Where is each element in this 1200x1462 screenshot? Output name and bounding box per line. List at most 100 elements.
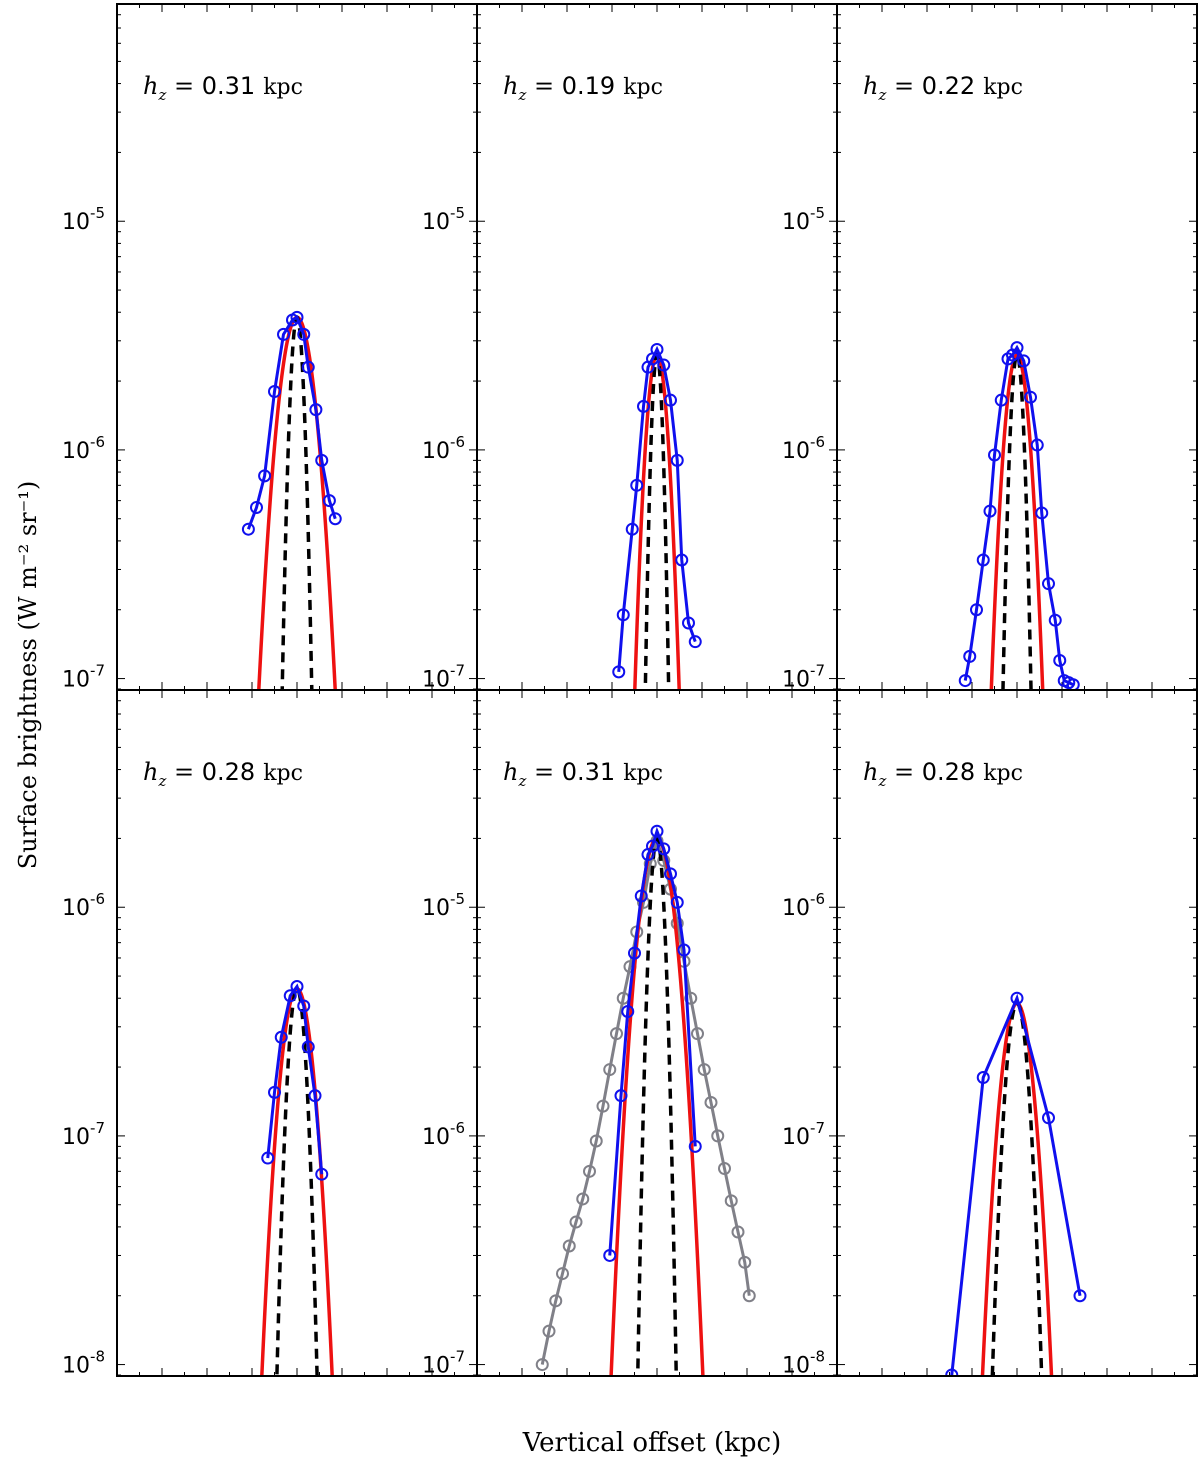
observed-profile-point [630,478,644,492]
y-tick-base: 10 [62,439,90,464]
observed-profile-point [621,1004,635,1018]
observed-profile-point [616,608,630,622]
scale-height-subscript: z [517,86,526,104]
observed-profile-point [634,889,648,903]
panel-scale-height: hz = 0.19 kpc [503,72,663,104]
observed-profile-point [1017,354,1031,368]
scale-height-unit: kpc [623,75,663,100]
observed-profile-point [261,1151,275,1165]
extended-profile-point [549,1294,563,1308]
y-tick-exponent: -5 [810,204,825,222]
observed-profile-point [1042,577,1055,591]
panel-frame [116,689,478,1377]
y-tick-base: 10 [62,668,90,693]
y-tick-base: 10 [62,1354,90,1379]
extended-profile-point [711,1129,725,1143]
y-tick-label: 10-7 [422,662,465,693]
observed-profile-point [241,522,255,536]
scale-height-symbol: h [143,758,158,786]
scale-height-equals: = [886,758,921,786]
observed-profile-point [297,999,311,1013]
extended-profile-point [535,1358,549,1372]
scale-height-equals: = [886,72,921,100]
observed-profile-point [637,399,650,413]
minor-ticks [117,14,477,690]
extended-profile-point [691,1027,704,1041]
scale-height-equals: = [166,758,201,786]
y-tick-base: 10 [62,210,90,235]
extended-profile-point [562,1239,576,1253]
extended-profile-point [569,1215,583,1229]
observed-profile-point [625,522,639,536]
beam-profile-curve [636,836,678,1376]
observed-profile-point [1035,506,1049,520]
chart-panel-5: 10-710-610-5hz = 0.31 kpc [422,689,838,1379]
scale-height-equals: = [526,758,561,786]
extended-profile-point [724,1194,738,1208]
plot-area [945,991,1087,1376]
y-tick-label: 10-7 [62,662,105,693]
extended-profile-point [603,1063,617,1077]
y-tick-base: 10 [782,896,810,921]
minor-ticks [117,700,477,1376]
scale-height-equals: = [526,72,561,100]
observed-profile-point [688,1139,702,1153]
y-tick-base: 10 [62,896,90,921]
y-tick-exponent: -7 [810,1119,825,1137]
observed-profile-line [266,983,324,1175]
observed-profile-line [950,993,1082,1376]
chart-panel-4: 10-810-710-6hz = 0.28 kpc [62,689,478,1379]
y-tick-base: 10 [422,1354,450,1379]
y-tick-base: 10 [422,896,450,921]
scale-height-value: 0.19 [562,72,615,100]
extended-profile-point [731,1225,745,1239]
y-tick-label: 10-6 [62,433,105,464]
extended-profile-point [684,991,698,1005]
observed-profile-point [328,512,342,526]
y-tick-exponent: -7 [450,662,465,680]
panel-frame [476,689,838,1377]
minor-ticks [477,700,837,1376]
scale-height-symbol: h [503,72,518,100]
observed-profile-point [958,674,972,688]
observed-profile-point [315,453,329,467]
observed-profile-line [608,826,697,1256]
observed-profile-point [976,1071,990,1085]
panel-frame [836,689,1198,1377]
y-tick-label: 10-7 [422,1348,465,1379]
extended-profile-point [542,1324,556,1338]
scale-height-subscript: z [517,772,526,790]
extended-profile-point [718,1162,731,1176]
observed-profile-point [258,469,272,483]
model-fit-curve [633,353,681,690]
scale-height-value: 0.31 [562,758,615,786]
chart-panel-3: 10-710-610-5hz = 0.22 kpc [782,3,1198,693]
y-tick-label: 10-6 [782,433,825,464]
panel-scale-height: hz = 0.31 kpc [503,758,663,790]
model-fit-curve [989,353,1045,690]
plot-area [612,342,702,690]
extended-profile-point [742,1289,756,1303]
observed-profile-point [675,553,689,567]
beam-profile-curve [280,315,314,690]
panel-scale-height: hz = 0.28 kpc [863,758,1023,790]
y-tick-base: 10 [782,439,810,464]
plot-area [241,310,342,690]
scale-height-symbol: h [503,758,518,786]
observed-profile-point [677,943,691,957]
observed-profile-point [670,453,684,467]
observed-profile-point [308,1089,322,1103]
chart-panel-1: 10-710-610-5hz = 0.31 kpc [62,3,478,693]
extended-profile-point [738,1255,752,1269]
y-tick-label: 10-6 [62,890,105,921]
scale-height-value: 0.28 [202,758,255,786]
observed-profile-point [309,403,323,417]
observed-profile-point [657,842,671,856]
y-tick-label: 10-8 [782,1348,825,1379]
plot-area [535,824,756,1376]
observed-profile-point [1073,1289,1087,1303]
y-tick-label: 10-5 [422,204,465,235]
observed-profile-point [290,980,304,994]
observed-profile-point [670,895,684,909]
